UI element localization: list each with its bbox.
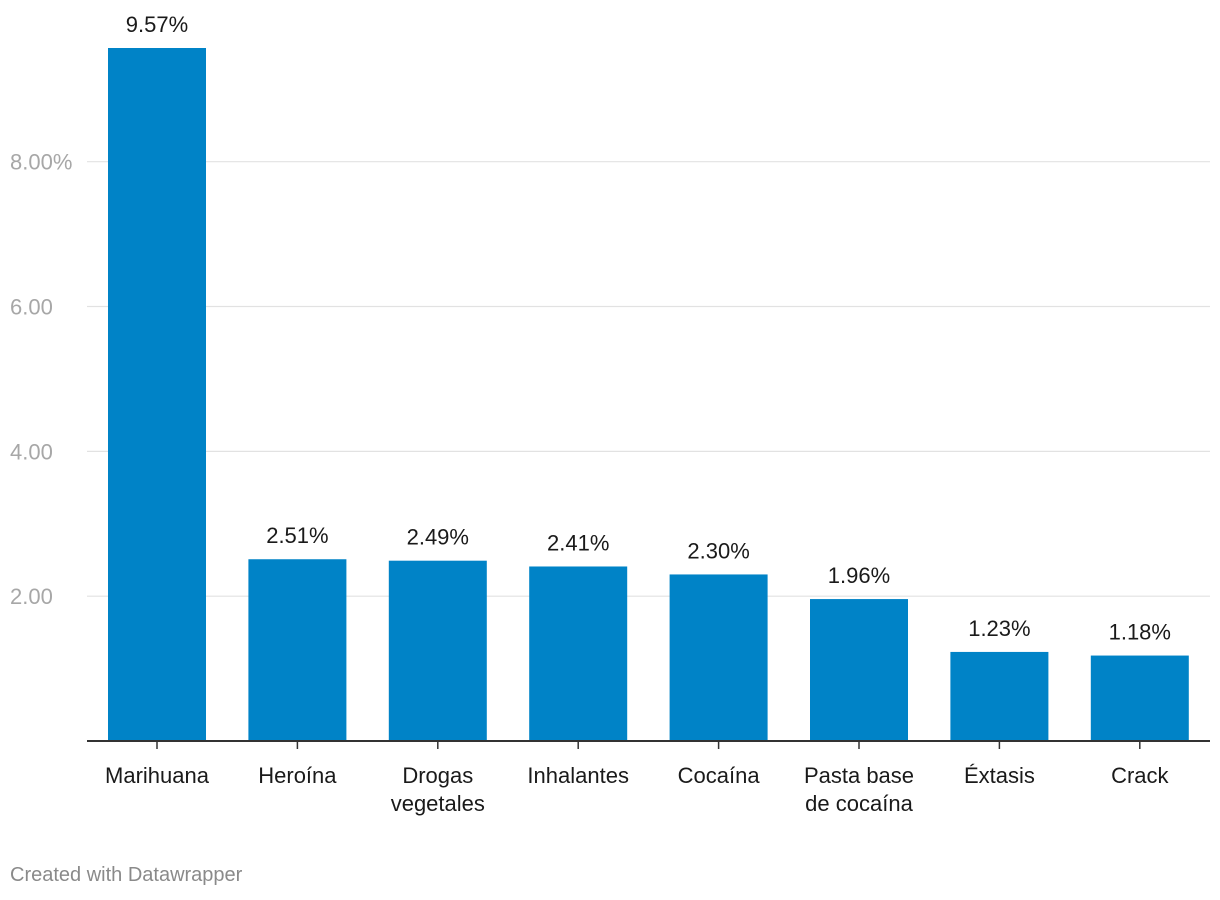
y-axis-ticks: 2.00 4.00 6.00 8.00% (10, 150, 72, 609)
x-tick-label: Éxtasis (964, 763, 1035, 788)
y-tick-label: 4.00 (10, 439, 53, 464)
x-tick-label: Cocaína (678, 763, 761, 788)
data-labels: 9.57% 2.51% 2.49% 2.41% 2.30% 1.96% 1.23% 1.18% (126, 12, 1171, 645)
y-tick-label: 8.00% (10, 150, 72, 175)
data-label: 2.41% (547, 530, 609, 555)
bar[interactable] (669, 574, 768, 741)
gridlines (87, 161, 1210, 597)
bar[interactable] (1090, 655, 1189, 741)
bars (108, 48, 1189, 741)
bar[interactable] (529, 566, 628, 741)
data-label: 2.49% (407, 525, 469, 550)
x-tick-label: Marihuana (105, 763, 210, 788)
bar[interactable] (810, 599, 908, 741)
datawrapper-credit[interactable]: Created with Datawrapper (10, 864, 243, 886)
bar[interactable] (248, 559, 347, 741)
y-tick-label: 6.00 (10, 295, 53, 320)
y-tick-label: 2.00 (10, 584, 53, 609)
x-tick-label: Heroína (258, 763, 337, 788)
data-label: 1.23% (968, 616, 1030, 641)
bar[interactable] (950, 651, 1049, 741)
x-tick-label: Pasta base de cocaína (804, 763, 914, 816)
x-axis: Marihuana Heroína Drogas vegetales Inhalante… (87, 740, 1210, 816)
x-tick-label: Inhalantes (527, 763, 629, 788)
data-label: 2.51% (266, 523, 328, 548)
data-label: 1.18% (1109, 620, 1171, 645)
data-label: 2.30% (687, 538, 749, 563)
data-label: 1.96% (828, 563, 890, 588)
data-label: 9.57% (126, 12, 188, 37)
x-tick-label: Crack (1111, 763, 1169, 788)
bar[interactable] (388, 560, 487, 741)
bar[interactable] (108, 48, 206, 741)
x-tick-label: Drogas vegetales (391, 763, 485, 816)
